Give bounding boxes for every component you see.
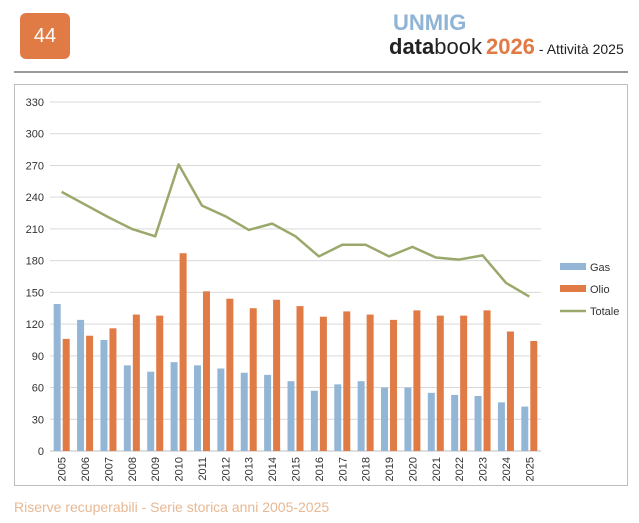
bar-olio: [156, 315, 164, 451]
page-number-badge: 44: [20, 13, 70, 59]
bar-gas: [53, 303, 61, 451]
bar-olio: [62, 338, 70, 451]
legend-label-gas: Gas: [590, 262, 611, 274]
y-tick-label: 0: [38, 446, 44, 458]
bar-olio: [390, 319, 398, 451]
bar-gas: [217, 368, 225, 451]
legend-swatch-olio: [560, 285, 586, 292]
x-tick-label: 2015: [291, 457, 303, 481]
x-tick-label: 2021: [431, 457, 443, 481]
bar-olio: [296, 306, 304, 451]
brand-book: book: [434, 34, 482, 59]
x-tick-label: 2025: [524, 457, 536, 481]
bar-olio: [436, 315, 444, 451]
chart-caption: Riserve recuperabili - Serie storica ann…: [14, 499, 330, 515]
x-tick-label: 2012: [220, 457, 232, 481]
x-tick-label: 2013: [244, 457, 256, 481]
bar-olio: [202, 291, 210, 451]
bar-olio: [460, 315, 468, 451]
x-tick-label: 2006: [80, 457, 92, 481]
bar-gas: [240, 372, 248, 451]
bar-gas: [310, 390, 318, 451]
bar-olio: [273, 299, 281, 451]
bar-gas: [287, 381, 295, 451]
bar-olio: [483, 310, 491, 451]
bar-olio: [343, 311, 351, 451]
legend-label-totale: Totale: [590, 306, 619, 318]
x-tick-label: 2018: [361, 457, 373, 481]
bar-gas: [100, 339, 108, 451]
x-tick-label: 2010: [174, 457, 186, 481]
bar-gas: [77, 319, 85, 451]
bar-gas: [521, 406, 529, 451]
x-tick-label: 2007: [103, 457, 115, 481]
y-tick-label: 120: [26, 319, 44, 331]
line-totale: [61, 163, 530, 298]
y-tick-label: 240: [26, 192, 44, 204]
bar-gas: [334, 384, 342, 451]
y-tick-label: 30: [32, 414, 44, 426]
brand-subtitle: - Attività 2025: [538, 41, 624, 57]
bar-olio: [319, 316, 327, 451]
bar-gas: [170, 362, 178, 451]
header-divider: [14, 71, 628, 73]
chart: 0 30 60 90 120 150 180 210 240 270 300 330 2005 2006 2…: [26, 97, 620, 481]
x-tick-label: 2020: [407, 457, 419, 481]
bar-olio: [530, 341, 538, 451]
brand-data: data: [389, 34, 435, 59]
x-tick-label: 2014: [267, 457, 279, 481]
brand-title: databook 2026- Attività 2025: [389, 34, 629, 63]
brand-logo: UNMIG databook 2026- Attività 2025: [389, 12, 629, 63]
x-tick-label: 2008: [127, 457, 139, 481]
bar-olio: [132, 314, 140, 451]
x-tick-label: 2005: [57, 457, 69, 481]
y-tick-label: 60: [32, 383, 44, 395]
x-tick-label: 2022: [454, 457, 466, 481]
y-tick-label: 270: [26, 160, 44, 172]
bar-gas: [357, 381, 365, 451]
x-tick-label: 2009: [150, 457, 162, 481]
bar-gas: [404, 387, 412, 451]
y-tick-label: 210: [26, 224, 44, 236]
bar-gas: [123, 365, 131, 451]
y-tick-label: 150: [26, 287, 44, 299]
x-tick-label: 2011: [197, 457, 209, 481]
chart-frame: 0 30 60 90 120 150 180 210 240 270 300 330 2005 2006 2…: [14, 84, 628, 486]
bar-gas: [474, 396, 482, 451]
bar-olio: [179, 253, 187, 451]
y-tick-label: 300: [26, 129, 44, 141]
bar-olio: [86, 335, 94, 451]
x-tick-label: 2019: [384, 457, 396, 481]
bar-gas: [381, 387, 389, 451]
bar-olio: [109, 328, 117, 451]
bar-gas: [497, 402, 505, 451]
bar-olio: [366, 314, 374, 451]
legend-swatch-gas: [560, 263, 586, 270]
x-tick-label: 2023: [478, 457, 490, 481]
bar-olio: [506, 331, 514, 451]
page-number: 44: [33, 24, 57, 47]
brand-unmig: UNMIG: [393, 10, 467, 35]
bar-gas: [147, 371, 155, 451]
y-tick-label: 330: [26, 97, 44, 109]
bar-gas: [193, 365, 201, 451]
bar-olio: [226, 298, 234, 451]
y-tick-label: 90: [32, 351, 44, 363]
bar-gas: [264, 374, 272, 451]
bar-olio: [249, 308, 257, 451]
brand-year: 2026: [485, 34, 535, 59]
x-tick-label: 2024: [501, 457, 513, 481]
bar-olio: [413, 310, 421, 451]
bar-gas: [451, 394, 459, 451]
bar-gas: [427, 392, 435, 451]
y-tick-label: 180: [26, 256, 44, 268]
legend-label-olio: Olio: [590, 284, 610, 296]
x-tick-label: 2016: [314, 457, 326, 481]
x-tick-label: 2017: [337, 457, 349, 481]
